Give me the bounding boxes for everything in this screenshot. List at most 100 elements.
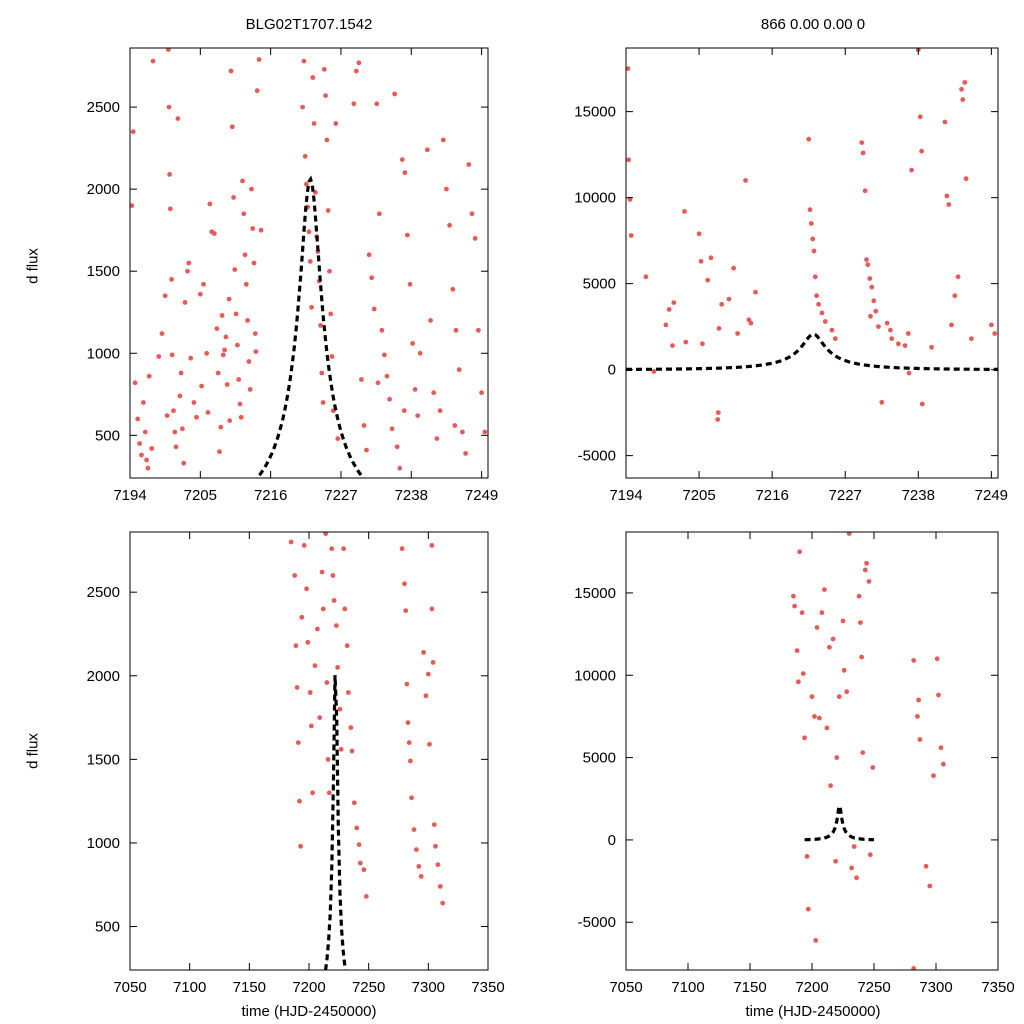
data-point <box>479 390 484 396</box>
data-point <box>963 176 969 182</box>
data-point <box>141 400 146 405</box>
x-tick-label: 7216 <box>254 487 287 504</box>
data-point <box>833 858 838 864</box>
data-point <box>220 352 226 358</box>
data-point <box>415 413 421 418</box>
y-tick-label: 2000 <box>87 668 120 685</box>
data-point <box>319 569 325 575</box>
y-tick-label: 2000 <box>87 181 120 198</box>
x-tick-label: 7300 <box>919 979 952 996</box>
x-tick-label: 7216 <box>755 487 788 504</box>
data-point <box>186 260 192 266</box>
data-point <box>919 148 924 154</box>
data-points <box>288 532 446 906</box>
data-point <box>337 706 343 712</box>
y-tick-label: 0 <box>608 362 616 379</box>
data-point <box>628 233 634 238</box>
data-point <box>356 60 362 66</box>
data-point <box>169 277 175 282</box>
data-point <box>197 291 203 297</box>
data-point <box>331 598 337 603</box>
data-point <box>888 327 893 333</box>
data-point <box>911 966 917 970</box>
data-point <box>414 847 419 852</box>
data-point <box>240 178 245 184</box>
data-point <box>363 894 369 899</box>
y-tick-label: 5000 <box>583 750 616 767</box>
data-point <box>357 860 363 866</box>
data-point <box>444 186 449 192</box>
data-point <box>671 300 677 305</box>
data-point <box>294 685 300 690</box>
data-point <box>321 66 327 72</box>
y-tick-label: -5000 <box>578 448 616 465</box>
data-point <box>236 377 242 382</box>
data-point <box>229 124 235 130</box>
data-point <box>223 334 229 340</box>
data-point <box>884 320 890 326</box>
data-point <box>800 671 806 676</box>
data-point <box>643 274 649 280</box>
data-points <box>791 532 946 970</box>
data-point <box>288 539 294 545</box>
data-point <box>941 761 946 767</box>
data-point <box>959 86 964 92</box>
data-point <box>952 293 958 299</box>
data-point <box>427 741 432 747</box>
data-point <box>242 252 248 258</box>
data-point <box>860 750 866 755</box>
data-point <box>404 681 410 687</box>
data-point <box>325 757 331 762</box>
data-point <box>807 207 813 213</box>
data-point <box>466 162 472 167</box>
data-point <box>376 211 382 217</box>
data-points <box>626 48 998 422</box>
data-point <box>166 104 172 110</box>
data-point <box>364 447 369 453</box>
x-tick-label: 7250 <box>352 979 385 996</box>
data-point <box>424 147 430 153</box>
data-point <box>748 320 754 326</box>
data-point <box>856 593 862 599</box>
data-point <box>181 460 187 466</box>
data-point <box>178 370 184 376</box>
data-point <box>324 137 330 143</box>
data-point <box>840 618 846 624</box>
data-point <box>323 532 329 537</box>
data-point <box>307 259 313 264</box>
data-point <box>144 457 150 463</box>
data-point <box>670 343 675 348</box>
data-point <box>989 322 994 328</box>
y-tick-label: 15000 <box>574 585 616 602</box>
data-point <box>132 380 138 386</box>
data-point <box>425 671 431 677</box>
data-point <box>896 341 901 347</box>
data-point <box>792 603 797 609</box>
data-point <box>849 865 855 871</box>
x-axis-label-bottom-right: time (HJD-2450000) <box>745 1003 881 1020</box>
data-point <box>172 429 178 435</box>
y-tick-label: -5000 <box>578 914 616 931</box>
data-point <box>341 546 346 552</box>
data-point <box>879 399 885 405</box>
data-point <box>824 725 830 731</box>
y-tick-label: 500 <box>95 427 120 444</box>
data-point <box>844 689 850 695</box>
data-point <box>130 203 135 208</box>
data-point <box>456 367 462 373</box>
data-point <box>407 281 413 287</box>
data-point <box>627 197 633 202</box>
data-point <box>472 236 478 241</box>
data-point <box>859 140 865 146</box>
data-point <box>440 137 446 143</box>
data-point <box>249 186 254 192</box>
x-tick-label: 7150 <box>233 979 266 996</box>
data-point <box>797 549 802 555</box>
data-point <box>214 326 220 331</box>
data-point <box>836 694 842 700</box>
data-point <box>889 336 895 342</box>
data-point <box>218 424 224 430</box>
model-fit-curve <box>626 332 998 371</box>
data-point <box>237 401 243 407</box>
